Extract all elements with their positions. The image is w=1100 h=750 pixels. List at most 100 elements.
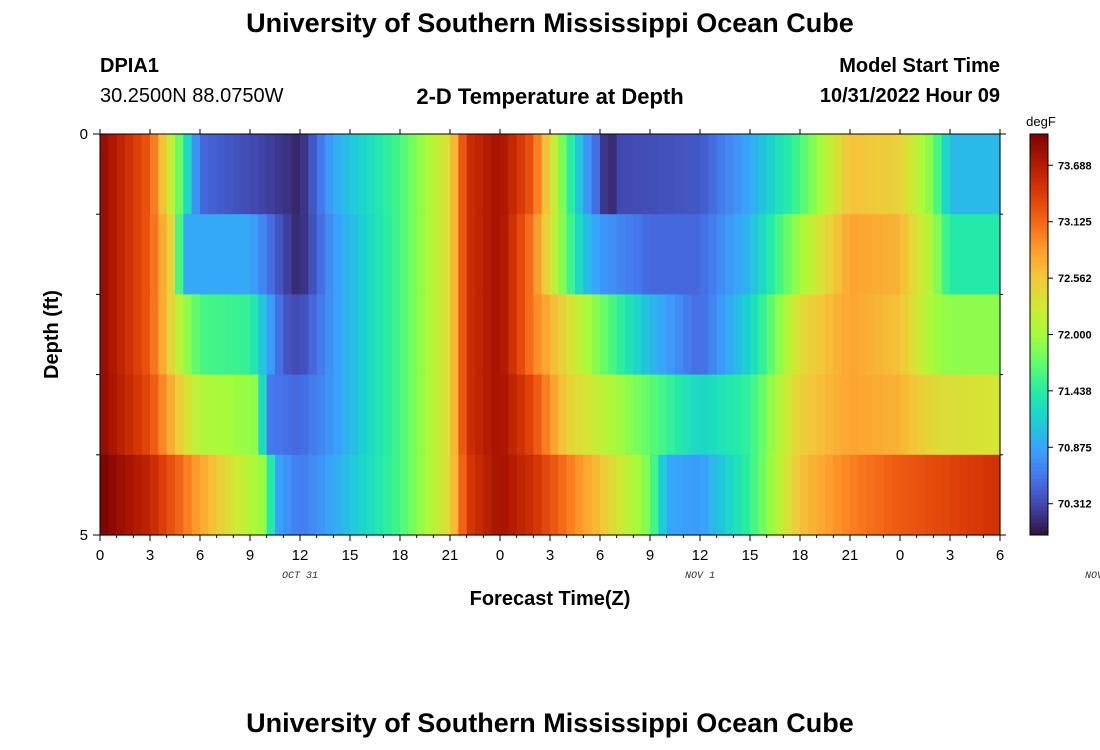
heatmap-cells (100, 134, 1001, 536)
heatmap-cell (533, 134, 543, 215)
heatmap-cell (266, 134, 276, 215)
colorbar-swatch (1030, 426, 1048, 432)
colorbar-swatch (1030, 486, 1048, 492)
x-tick-label: 0 (96, 547, 104, 564)
heatmap-cell (150, 374, 159, 456)
heatmap-cell (466, 134, 476, 215)
heatmap-cell (166, 374, 176, 456)
heatmap-cell (808, 134, 818, 215)
heatmap-cell (616, 134, 626, 215)
heatmap-cell (641, 134, 651, 215)
heatmap-cell (766, 214, 776, 295)
heatmap-cell (908, 294, 918, 376)
heatmap-cell (316, 214, 326, 295)
heatmap-cell (500, 374, 509, 456)
heatmap-cell (491, 214, 501, 295)
heatmap-cell (250, 134, 259, 215)
y-tick-label: 5 (80, 527, 88, 544)
heatmap-cell (408, 454, 418, 536)
colorbar-swatch (1030, 338, 1048, 344)
heatmap-cell (816, 134, 826, 215)
heatmap-cell (275, 454, 284, 536)
heatmap-cell (691, 374, 701, 456)
heatmap-cell (816, 454, 826, 536)
heatmap-cell (658, 214, 668, 295)
heatmap-cell (533, 454, 543, 536)
heatmap-cell (508, 214, 518, 295)
heatmap-cell (100, 294, 109, 376)
heatmap-cell (950, 374, 959, 456)
heatmap-cell (425, 454, 434, 536)
heatmap-cell (991, 214, 1001, 295)
heatmap-cell (700, 134, 709, 215)
heatmap-cell (983, 134, 993, 215)
heatmap-cell (950, 134, 959, 215)
heatmap-cell (325, 294, 334, 376)
colorbar-swatch (1030, 226, 1048, 231)
heatmap-cell (400, 374, 409, 456)
x-tick-label: 3 (546, 547, 554, 564)
heatmap-cell (933, 374, 943, 456)
heatmap-cell (250, 294, 259, 376)
heatmap-cell (491, 294, 501, 376)
heatmap-cell (391, 134, 401, 215)
heatmap-cell (833, 294, 843, 376)
heatmap-cell (558, 214, 568, 295)
heatmap-cell (758, 134, 768, 215)
heatmap-cell (241, 454, 251, 536)
colorbar-swatch (1030, 138, 1048, 143)
heatmap-cell (416, 134, 426, 215)
heatmap-cell (991, 134, 1001, 215)
heatmap-cell (483, 454, 493, 536)
colorbar-swatch (1030, 298, 1048, 303)
heatmap-cell (200, 214, 209, 295)
heatmap-cell (591, 374, 601, 456)
heatmap-cell (900, 374, 909, 456)
heatmap-cell (741, 454, 751, 536)
heatmap-cell (450, 374, 459, 456)
date-label: NOV 2 (1085, 571, 1100, 582)
heatmap-cell (883, 454, 893, 536)
colorbar-swatch (1030, 174, 1048, 179)
heatmap-cell (416, 294, 426, 376)
heatmap-cell (891, 374, 901, 456)
heatmap-cell (658, 294, 668, 376)
heatmap-cell (958, 214, 968, 295)
colorbar-swatch (1030, 170, 1048, 175)
heatmap-cell (341, 214, 351, 295)
heatmap-cell (141, 454, 151, 536)
heatmap-cell (533, 294, 543, 376)
heatmap-cell (583, 374, 593, 456)
heatmap-cell (775, 214, 784, 295)
colorbar-tick-label: 71.438 (1058, 386, 1092, 398)
heatmap-cell (258, 374, 268, 456)
heatmap-cell (283, 294, 293, 376)
colorbar-swatch (1030, 466, 1048, 472)
heatmap-cell (400, 214, 409, 295)
heatmap-cell (341, 134, 351, 215)
colorbar-swatch (1030, 246, 1048, 251)
colorbar-swatch (1030, 510, 1048, 516)
heatmap-cell (650, 374, 659, 456)
heatmap-cell (308, 454, 318, 536)
x-tick-label: 6 (596, 547, 604, 564)
heatmap-cell (208, 134, 218, 215)
heatmap-cell (583, 454, 593, 536)
heatmap-cell (508, 374, 518, 456)
colorbar-swatch (1030, 414, 1048, 420)
heatmap-cell (625, 134, 634, 215)
footer-title: University of Southern Mississippi Ocean… (246, 708, 854, 738)
heatmap-cell (358, 214, 368, 295)
heatmap-cell (508, 294, 518, 376)
heatmap-cell (733, 454, 743, 536)
heatmap-cell (233, 294, 243, 376)
heatmap-cell (708, 134, 718, 215)
heatmap-cell (916, 134, 926, 215)
heatmap-cell (975, 134, 984, 215)
heatmap-cell (383, 454, 393, 536)
heatmap-cell (416, 454, 426, 536)
heatmap-cell (116, 294, 126, 376)
heatmap-cell (400, 454, 409, 536)
heatmap-cell (858, 454, 868, 536)
colorbar-swatch (1030, 386, 1048, 392)
